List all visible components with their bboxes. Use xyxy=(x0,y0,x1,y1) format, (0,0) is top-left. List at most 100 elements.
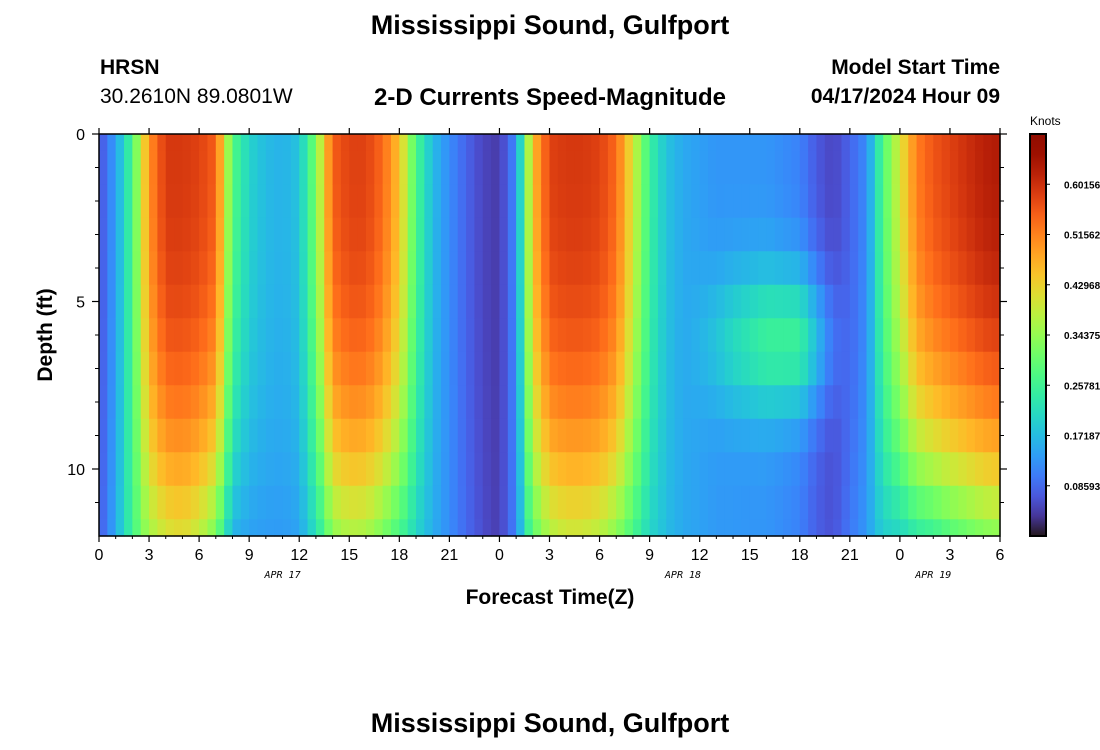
heatmap-cell xyxy=(541,217,551,252)
heatmap-cell xyxy=(749,251,759,286)
heatmap-cell xyxy=(174,485,184,520)
heatmap-cell xyxy=(858,385,868,420)
heatmap-cell xyxy=(374,519,384,537)
heatmap-cell xyxy=(199,485,209,520)
heatmap-cell xyxy=(474,217,484,252)
heatmap-cell xyxy=(466,217,476,252)
heatmap-cell xyxy=(858,184,868,219)
heatmap-cell xyxy=(224,452,234,487)
heatmap-cell xyxy=(299,184,309,219)
heatmap-cell xyxy=(816,184,826,219)
heatmap-cell xyxy=(357,150,367,185)
heatmap-cell xyxy=(974,184,984,219)
heatmap-cell xyxy=(107,485,117,520)
heatmap-cell xyxy=(841,519,851,537)
heatmap-cell xyxy=(491,418,501,453)
heatmap-cell xyxy=(365,351,375,386)
heatmap-cell xyxy=(541,485,551,520)
heatmap-cell xyxy=(841,385,851,420)
heatmap-cell xyxy=(607,150,617,185)
heatmap-cell xyxy=(249,418,259,453)
heatmap-cell xyxy=(157,485,167,520)
heatmap-cell xyxy=(833,217,843,252)
heatmap-cell xyxy=(232,418,242,453)
heatmap-cell xyxy=(365,452,375,487)
heatmap-cell xyxy=(799,418,809,453)
heatmap-cell xyxy=(449,134,459,152)
heatmap-cell xyxy=(99,351,108,386)
heatmap-cell xyxy=(624,519,634,537)
heatmap-cell xyxy=(741,284,751,319)
heatmap-cell xyxy=(958,452,968,487)
heatmap-cell xyxy=(315,284,325,319)
heatmap-cell xyxy=(140,184,150,219)
heatmap-cell xyxy=(257,418,267,453)
heatmap-cell xyxy=(399,134,409,152)
heatmap-cell xyxy=(758,251,767,286)
heatmap-cell xyxy=(566,150,576,185)
heatmap-cell xyxy=(966,452,976,487)
heatmap-cell xyxy=(874,485,884,520)
heatmap-cell xyxy=(374,134,384,152)
heatmap-cell xyxy=(249,485,259,520)
heatmap-cell xyxy=(983,418,993,453)
heatmap-cell xyxy=(482,184,492,219)
heatmap-cell xyxy=(566,519,576,537)
heatmap-cell xyxy=(599,251,609,286)
heatmap-cell xyxy=(466,418,476,453)
heatmap-cell xyxy=(257,184,267,219)
heatmap-cell xyxy=(240,217,250,252)
heatmap-cell xyxy=(99,217,108,252)
heatmap-cell xyxy=(591,184,601,219)
heatmap-cell xyxy=(883,217,893,252)
heatmap-cell xyxy=(524,519,534,537)
heatmap-cell xyxy=(599,485,609,520)
heatmap-cell xyxy=(766,284,776,319)
heatmap-cell xyxy=(716,284,726,319)
heatmap-cell xyxy=(724,318,734,353)
heatmap-cell xyxy=(891,385,901,420)
heatmap-cell xyxy=(324,351,334,386)
heatmap-cell xyxy=(941,318,951,353)
heatmap-cell xyxy=(758,418,767,453)
heatmap-cell xyxy=(883,134,893,152)
heatmap-cell xyxy=(165,150,175,185)
heatmap-cell xyxy=(215,519,225,537)
heatmap-cell xyxy=(224,251,234,286)
heatmap-cell xyxy=(265,184,275,219)
heatmap-cell xyxy=(841,418,851,453)
heatmap-cell xyxy=(399,452,409,487)
heatmap-cell xyxy=(532,184,542,219)
heatmap-cell xyxy=(332,134,342,152)
heatmap-cell xyxy=(282,217,292,252)
heatmap-cell xyxy=(257,150,267,185)
heatmap-cell xyxy=(949,485,959,520)
heatmap-cell xyxy=(357,385,367,420)
heatmap-cell xyxy=(374,452,384,487)
heatmap-cell xyxy=(324,452,334,487)
heatmap-cell xyxy=(908,284,918,319)
heatmap-cell xyxy=(224,519,234,537)
heatmap-cell xyxy=(224,318,234,353)
heatmap-cell xyxy=(883,150,893,185)
heatmap-cell xyxy=(858,284,868,319)
heatmap-cell xyxy=(974,150,984,185)
heatmap-cell xyxy=(340,452,350,487)
heatmap-cell xyxy=(374,351,384,386)
heatmap-cell xyxy=(899,150,909,185)
heatmap-cell xyxy=(808,318,818,353)
heatmap-cell xyxy=(507,519,517,537)
heatmap-cell xyxy=(666,217,676,252)
heatmap-cell xyxy=(858,351,868,386)
heatmap-cell xyxy=(716,251,726,286)
heatmap-cell xyxy=(457,318,467,353)
heatmap-cell xyxy=(924,385,934,420)
heatmap-cell xyxy=(407,134,417,152)
heatmap-cell xyxy=(816,134,826,152)
heatmap-cell xyxy=(791,485,801,520)
heatmap-cell xyxy=(924,318,934,353)
heatmap-cell xyxy=(733,385,742,420)
heatmap-cell xyxy=(766,318,776,353)
heatmap-cell xyxy=(416,485,425,520)
heatmap-cell xyxy=(891,452,901,487)
